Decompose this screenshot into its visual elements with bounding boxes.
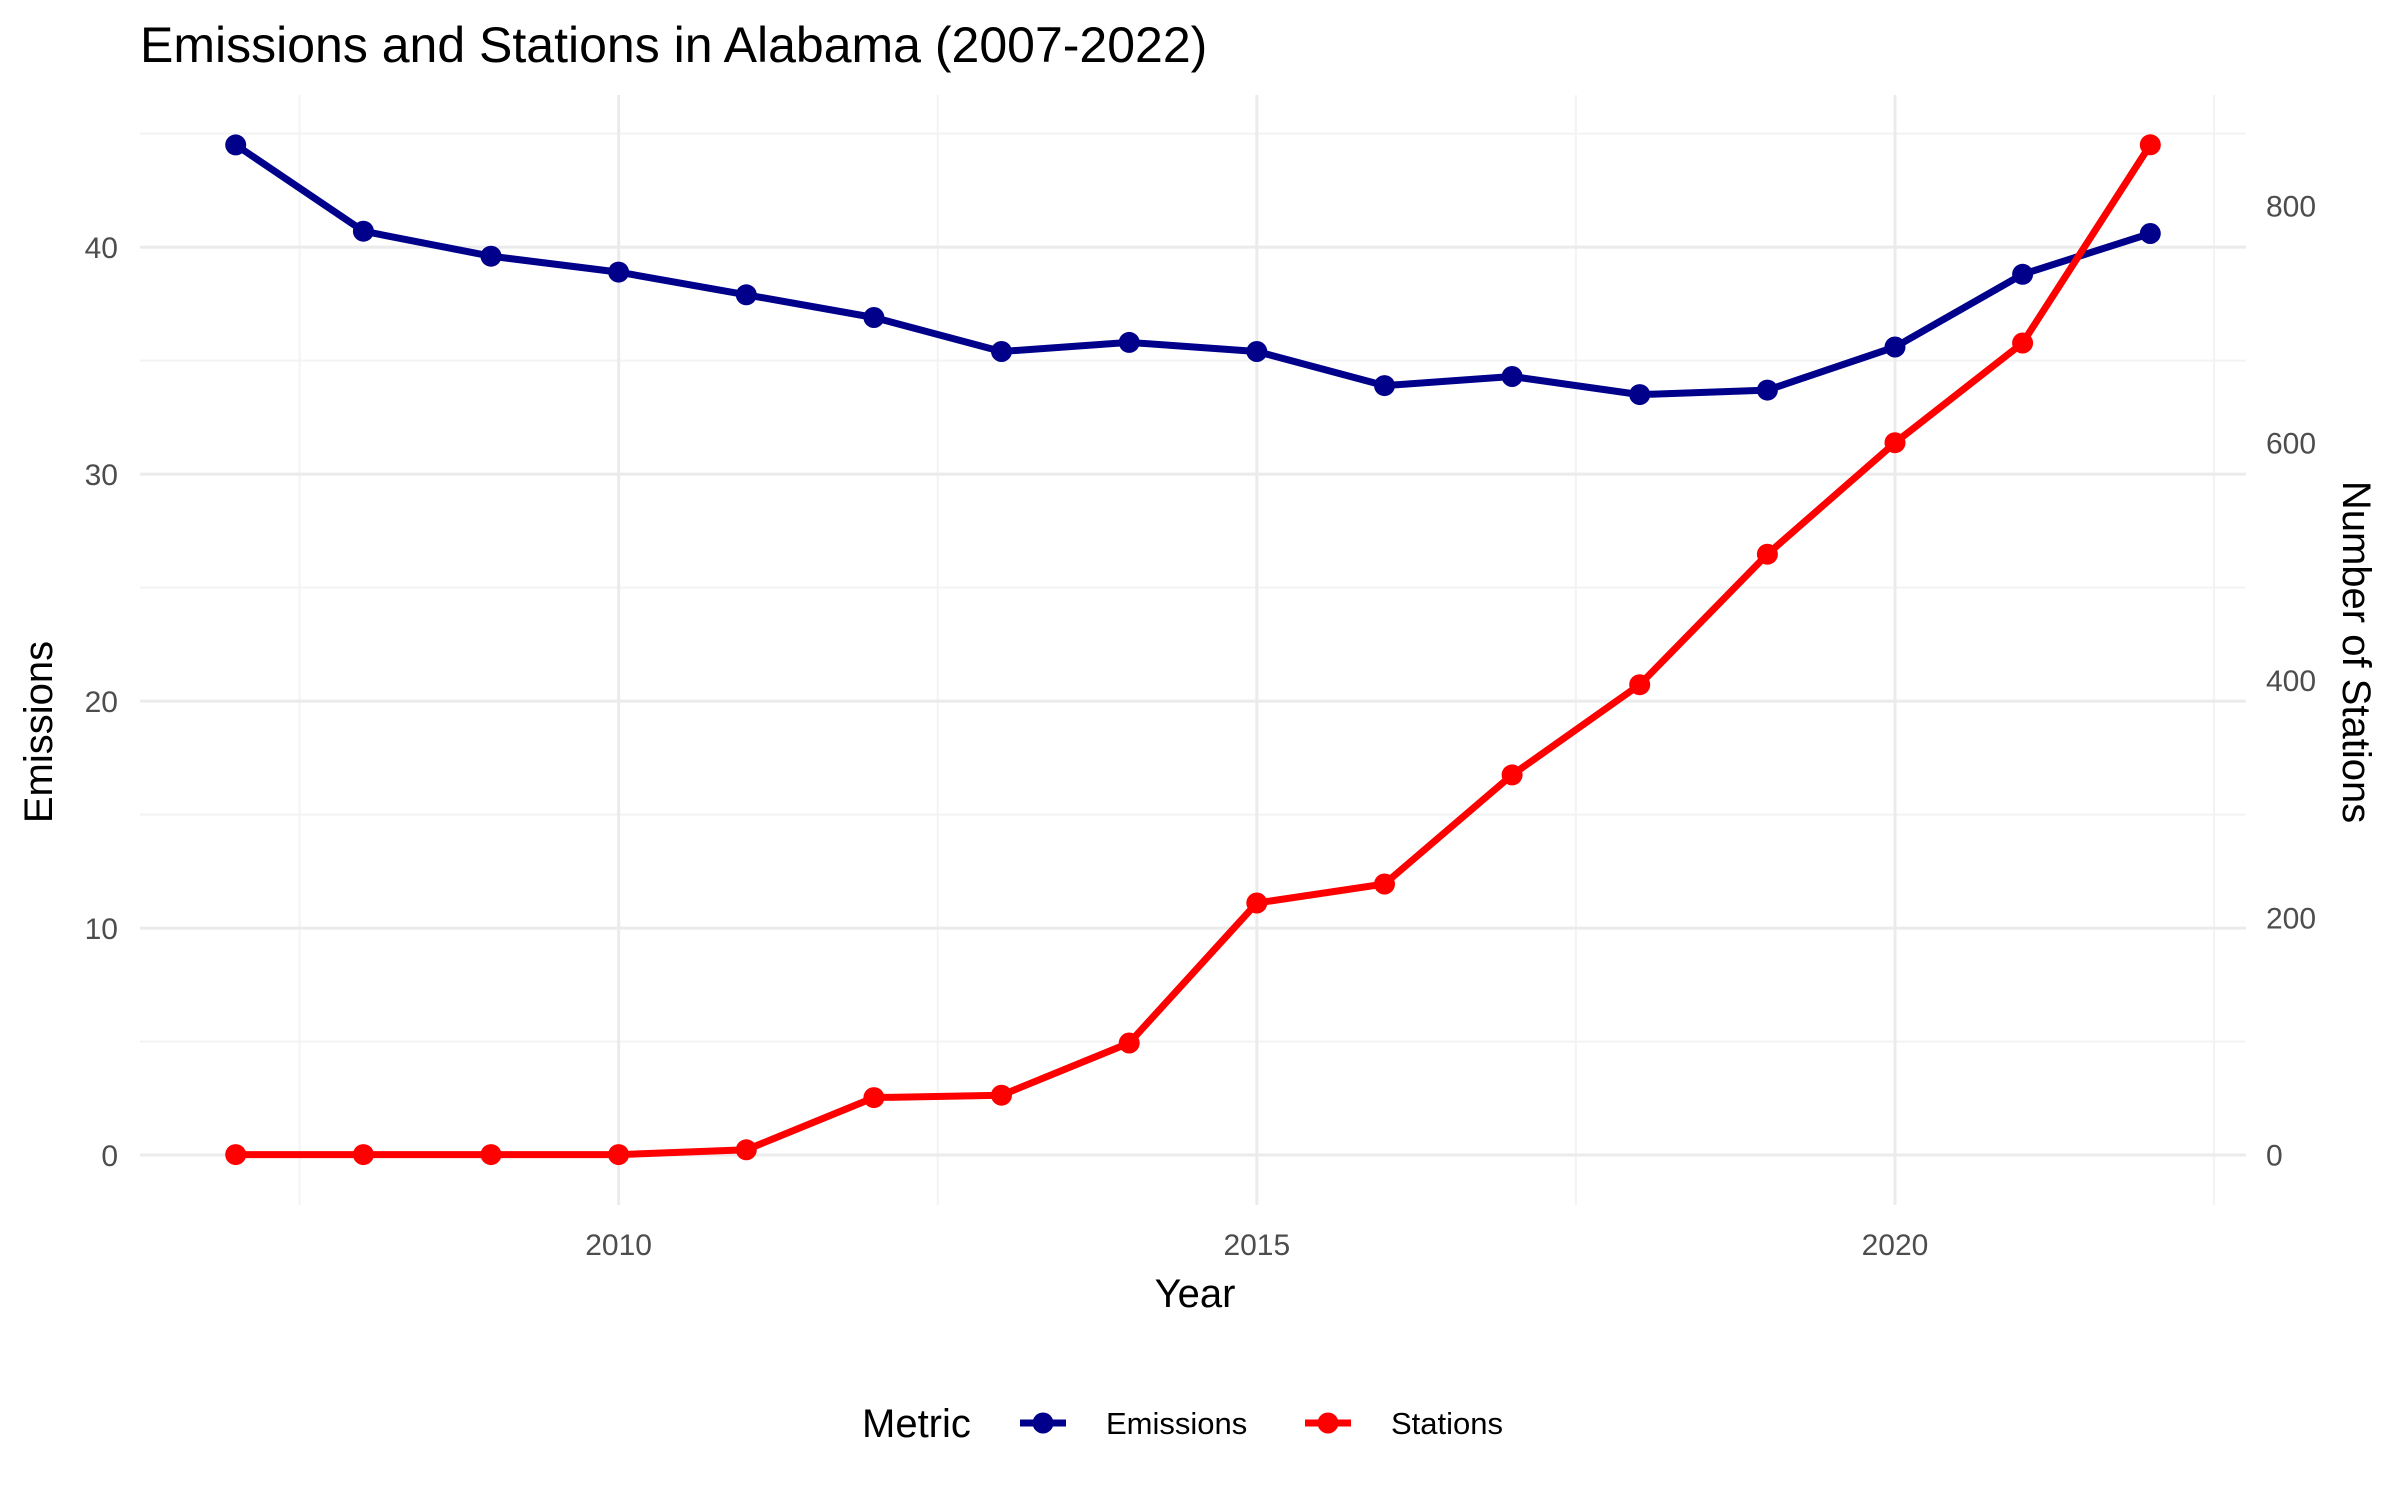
data-point-emissions [1374, 375, 1395, 397]
data-point-stations [352, 1144, 374, 1166]
data-point-emissions [1246, 341, 1268, 362]
data-point-emissions [1756, 379, 1778, 401]
data-point-stations [2139, 134, 2161, 156]
data-point-emissions [1884, 336, 1906, 358]
y-left-tick-label: 30 [85, 459, 118, 492]
data-point-stations [991, 1084, 1012, 1106]
data-point-emissions [352, 220, 374, 242]
x-tick-label: 2020 [1862, 1229, 1929, 1262]
legend-label: Stations [1391, 1406, 1503, 1441]
data-point-stations [1374, 873, 1395, 895]
data-point-stations [863, 1087, 885, 1109]
y-left-tick-label: 0 [101, 1140, 118, 1173]
y-right-tick-label: 400 [2266, 665, 2316, 698]
x-tick-label: 2015 [1223, 1229, 1290, 1262]
data-point-emissions [608, 261, 630, 283]
data-point-emissions [1501, 366, 1523, 387]
data-point-stations [1501, 764, 1523, 786]
data-point-emissions [735, 284, 757, 306]
data-point-stations [1118, 1032, 1140, 1054]
y-right-tick-label: 0 [2266, 1140, 2283, 1173]
data-point-stations [608, 1144, 630, 1166]
y-left-tick-label: 20 [85, 686, 118, 719]
data-point-stations [1629, 674, 1651, 696]
series-line-stations [235, 142, 2154, 1159]
data-point-stations [2012, 332, 2034, 354]
y-axis-left-ticks: 0 10 20 30 40 [85, 232, 118, 1173]
series-line-emissions [233, 142, 2152, 399]
legend-item-stations: Stations [1305, 1406, 1503, 1441]
data-point-emissions [480, 245, 502, 267]
series-emissions [225, 134, 2161, 406]
y-left-tick-label: 40 [85, 232, 118, 265]
x-tick-label: 2010 [585, 1229, 652, 1262]
legend-title: Metric [862, 1402, 971, 1446]
data-point-emissions [1118, 331, 1140, 353]
y-right-tick-label: 600 [2266, 428, 2316, 461]
x-axis-ticks: 2010 2015 2020 [585, 1229, 1928, 1262]
y-left-tick-label: 10 [85, 913, 118, 946]
y-axis-left-title: Emissions [17, 641, 61, 823]
data-point-emissions [2139, 223, 2161, 244]
grid [140, 95, 2246, 1205]
data-point-stations [1884, 432, 1906, 454]
legend-items: Emissions Stations [1020, 1406, 1503, 1441]
y-right-tick-label: 800 [2266, 190, 2316, 223]
legend-key-point [1032, 1412, 1054, 1434]
y-right-tick-label: 200 [2266, 902, 2316, 935]
legend-label: Emissions [1106, 1406, 1247, 1441]
series-layer [225, 134, 2161, 1166]
data-point-emissions [225, 134, 247, 156]
chart-title: Emissions and Stations in Alabama (2007-… [140, 17, 1207, 73]
legend: Metric Emissions Stations [862, 1402, 1503, 1446]
data-point-emissions [991, 341, 1012, 362]
y-axis-right-ticks: 0 200 400 600 800 [2266, 190, 2316, 1172]
series-stations [225, 134, 2161, 1166]
data-point-stations [735, 1139, 757, 1161]
data-point-stations [1246, 892, 1268, 914]
data-point-stations [225, 1144, 247, 1166]
data-point-emissions [1629, 384, 1651, 406]
y-axis-right-title: Number of Stations [2334, 481, 2378, 823]
legend-item-emissions: Emissions [1020, 1406, 1247, 1441]
data-point-emissions [2012, 263, 2034, 285]
data-point-stations [1756, 543, 1778, 565]
data-point-stations [480, 1144, 502, 1166]
legend-key-point [1317, 1412, 1339, 1434]
x-axis-title: Year [1155, 1272, 1236, 1316]
data-point-emissions [863, 307, 885, 328]
